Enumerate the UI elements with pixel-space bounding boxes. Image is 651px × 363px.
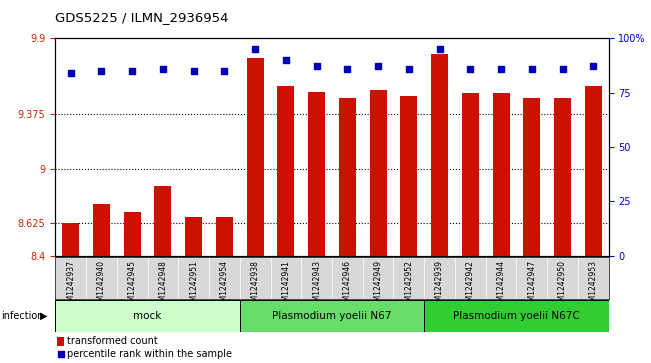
Text: GSM1242950: GSM1242950 <box>558 260 567 311</box>
Point <box>96 68 107 74</box>
Bar <box>493 93 510 256</box>
Bar <box>431 54 448 256</box>
Text: GSM1242952: GSM1242952 <box>404 260 413 311</box>
Bar <box>247 58 264 256</box>
Point <box>219 68 230 74</box>
Point <box>311 64 322 69</box>
Bar <box>240 300 424 332</box>
Text: GSM1242939: GSM1242939 <box>435 260 444 311</box>
Bar <box>424 300 609 332</box>
Text: GSM1242943: GSM1242943 <box>312 260 321 311</box>
Bar <box>154 186 171 256</box>
Point <box>588 64 598 69</box>
Bar <box>462 93 478 256</box>
Text: infection: infection <box>1 311 44 321</box>
Bar <box>93 204 110 256</box>
Point <box>342 66 353 72</box>
Bar <box>124 212 141 256</box>
Text: GSM1242941: GSM1242941 <box>281 260 290 311</box>
Point <box>465 66 475 72</box>
Text: mock: mock <box>133 311 161 321</box>
Text: transformed count: transformed count <box>67 336 158 346</box>
Bar <box>523 98 540 256</box>
Bar <box>55 300 240 332</box>
Bar <box>400 96 417 256</box>
Text: GDS5225 / ILMN_2936954: GDS5225 / ILMN_2936954 <box>55 11 229 24</box>
Text: GSM1242944: GSM1242944 <box>497 260 506 311</box>
Bar <box>585 86 602 256</box>
Text: GSM1242947: GSM1242947 <box>527 260 536 311</box>
Point <box>281 57 291 63</box>
Point <box>373 64 383 69</box>
Point <box>404 66 414 72</box>
Text: GSM1242937: GSM1242937 <box>66 260 76 311</box>
Bar <box>370 90 387 256</box>
Bar <box>216 217 233 256</box>
Point <box>189 68 199 74</box>
Point <box>158 66 168 72</box>
Text: percentile rank within the sample: percentile rank within the sample <box>67 348 232 359</box>
Text: GSM1242938: GSM1242938 <box>251 260 260 311</box>
Text: GSM1242954: GSM1242954 <box>220 260 229 311</box>
Bar <box>308 92 325 256</box>
Point <box>66 70 76 76</box>
Text: GSM1242945: GSM1242945 <box>128 260 137 311</box>
Point <box>434 46 445 52</box>
Point <box>557 66 568 72</box>
Point <box>527 66 537 72</box>
Bar <box>554 98 571 256</box>
Text: GSM1242946: GSM1242946 <box>343 260 352 311</box>
Bar <box>57 337 64 346</box>
Text: GSM1242940: GSM1242940 <box>97 260 106 311</box>
Text: Plasmodium yoelii N67C: Plasmodium yoelii N67C <box>453 311 580 321</box>
Text: Plasmodium yoelii N67: Plasmodium yoelii N67 <box>272 311 392 321</box>
Bar <box>339 98 356 256</box>
Text: GSM1242953: GSM1242953 <box>589 260 598 311</box>
Point <box>496 66 506 72</box>
Bar <box>277 86 294 256</box>
Bar <box>62 223 79 256</box>
Point <box>127 68 137 74</box>
Point <box>250 46 260 52</box>
Text: GSM1242949: GSM1242949 <box>374 260 383 311</box>
Text: GSM1242948: GSM1242948 <box>158 260 167 311</box>
Text: GSM1242942: GSM1242942 <box>466 260 475 311</box>
Point <box>55 351 66 356</box>
Text: GSM1242951: GSM1242951 <box>189 260 198 311</box>
Bar <box>186 217 202 256</box>
Text: ▶: ▶ <box>40 311 48 321</box>
